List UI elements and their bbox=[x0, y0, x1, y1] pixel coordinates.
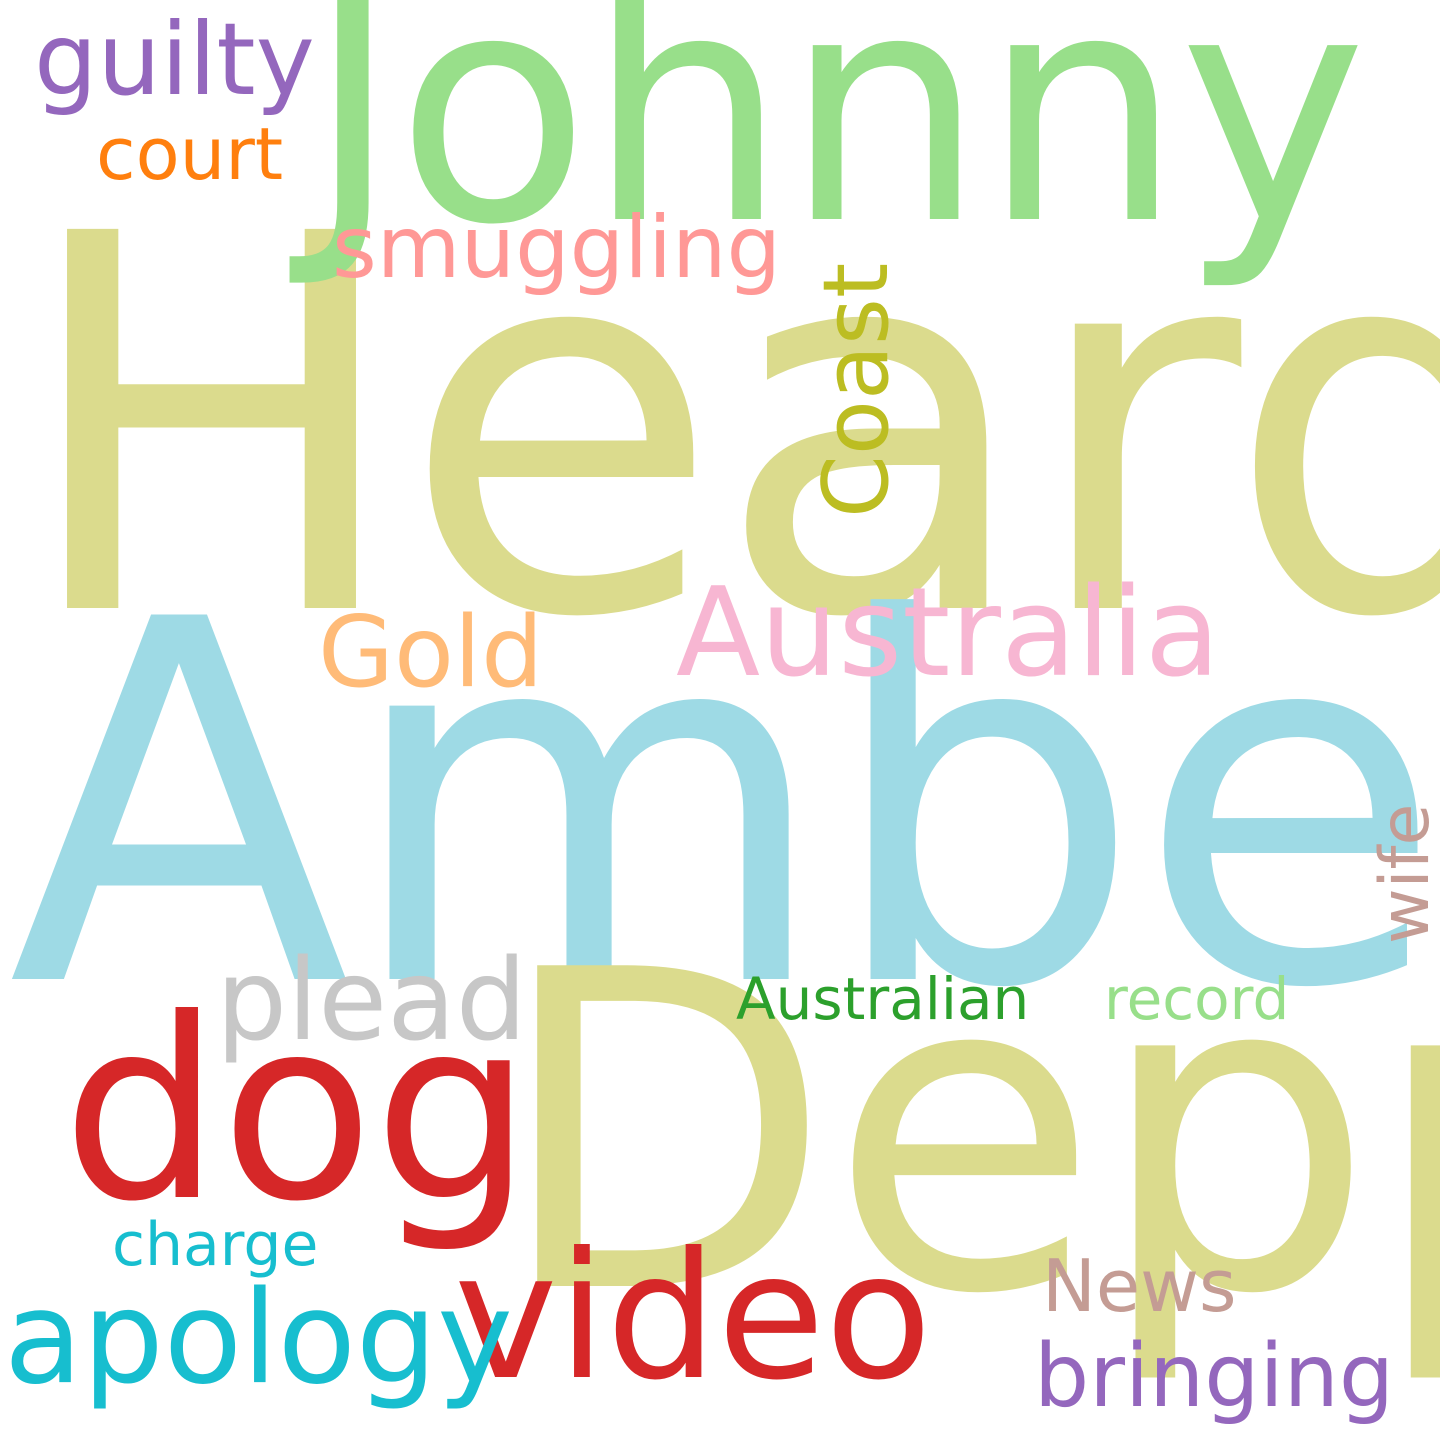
word-court: court bbox=[96, 112, 284, 196]
word-guilty: guilty bbox=[34, 1, 315, 118]
word-dog: dog bbox=[62, 965, 533, 1256]
word-australian: Australian bbox=[736, 965, 1030, 1033]
word-plead: plead bbox=[216, 936, 527, 1066]
word-depp: Depp bbox=[494, 878, 1440, 1390]
word-coast: Coast bbox=[804, 262, 909, 518]
word-australia: Australia bbox=[676, 562, 1221, 705]
word-amber: Amber bbox=[8, 515, 1440, 1097]
word-johnny: Johnny bbox=[306, 0, 1367, 294]
word-charge: charge bbox=[112, 1210, 319, 1280]
word-bringing: bringing bbox=[1034, 1325, 1395, 1427]
word-video: video bbox=[454, 1216, 933, 1419]
word-wife: wife bbox=[1366, 803, 1440, 944]
word-gold: Gold bbox=[318, 596, 544, 710]
word-heard: Heard bbox=[16, 125, 1440, 731]
word-smuggling: smuggling bbox=[332, 198, 782, 298]
word-news: News bbox=[1042, 1244, 1237, 1328]
word-apology: apology bbox=[4, 1264, 513, 1413]
word-record: record bbox=[1104, 965, 1290, 1033]
